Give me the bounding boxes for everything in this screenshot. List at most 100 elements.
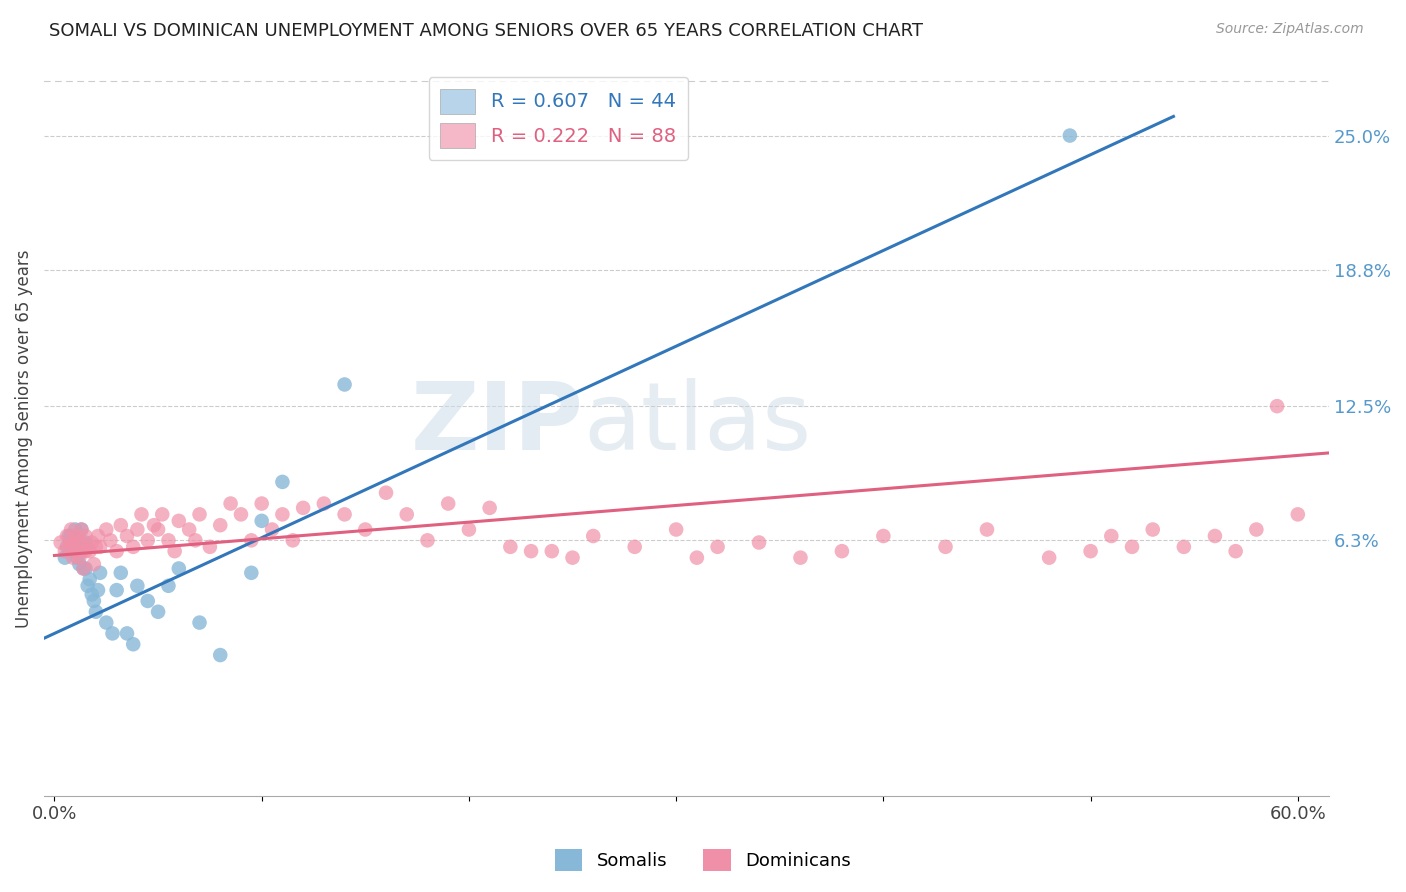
Point [375,485,398,500]
Point [1080,544,1102,558]
Point [136,533,159,548]
Point [67,557,90,571]
Point [976,523,998,537]
Point [540,544,562,558]
Point [122,540,145,554]
Point [184,533,207,548]
Point [312,497,335,511]
Point [63,544,86,558]
Point [520,544,543,558]
Point [163,544,186,558]
Point [561,550,583,565]
Point [79,544,101,558]
Point [146,605,169,619]
Point [167,561,190,575]
Point [665,523,688,537]
Text: SOMALI VS DOMINICAN UNEMPLOYMENT AMONG SENIORS OVER 65 YEARS CORRELATION CHART: SOMALI VS DOMINICAN UNEMPLOYMENT AMONG S… [49,22,924,40]
Point [1204,529,1226,543]
Point [582,529,605,543]
Point [80,535,103,549]
Point [79,572,101,586]
Point [100,533,122,548]
Point [89,540,111,554]
Point [89,566,111,580]
Point [167,514,190,528]
Point [115,529,138,543]
Point [209,648,232,662]
Point [250,514,273,528]
Point [198,540,221,554]
Point [748,535,770,549]
Point [395,508,418,522]
Point [499,540,522,554]
Point [260,523,283,537]
Point [66,550,89,565]
Point [1099,529,1122,543]
Point [1059,128,1081,143]
Point [63,529,86,543]
Text: ZIP: ZIP [411,378,583,470]
Point [250,497,273,511]
Point [1286,508,1309,522]
Point [157,579,180,593]
Point [70,544,93,558]
Point [706,540,728,554]
Point [240,533,263,548]
Text: Source: ZipAtlas.com: Source: ZipAtlas.com [1216,22,1364,37]
Point [60,535,83,549]
Point [49,535,72,549]
Point [75,561,97,575]
Point [63,535,86,549]
Point [62,544,84,558]
Point [70,523,93,537]
Point [72,561,94,575]
Point [789,550,811,565]
Point [271,475,294,489]
Point [1246,523,1268,537]
Point [416,533,439,548]
Point [72,540,94,554]
Point [67,550,90,565]
Point [76,579,98,593]
Point [83,557,105,571]
Legend: Somalis, Dominicans: Somalis, Dominicans [548,842,858,879]
Point [105,544,128,558]
Point [209,518,232,533]
Point [101,626,124,640]
Point [56,540,79,554]
Point [62,535,84,549]
Point [70,523,93,537]
Point [271,508,294,522]
Point [60,529,83,543]
Point [56,529,79,543]
Legend: R = 0.607   N = 44, R = 0.222   N = 88: R = 0.607 N = 44, R = 0.222 N = 88 [429,77,688,160]
Point [60,540,83,554]
Point [127,579,149,593]
Point [83,594,105,608]
Point [58,529,80,543]
Point [292,500,315,515]
Point [70,544,93,558]
Point [131,508,153,522]
Point [333,508,356,522]
Point [110,518,132,533]
Y-axis label: Unemployment Among Seniors over 65 years: Unemployment Among Seniors over 65 years [15,250,32,628]
Point [75,535,97,549]
Point [75,529,97,543]
Point [478,500,501,515]
Point [240,566,263,580]
Point [84,540,107,554]
Point [122,637,145,651]
Point [96,523,118,537]
Point [333,377,356,392]
Point [87,583,110,598]
Point [188,508,211,522]
Point [63,523,86,537]
Point [219,497,242,511]
Point [229,508,252,522]
Point [146,523,169,537]
Point [179,523,201,537]
Point [142,518,165,533]
Point [76,540,98,554]
Point [188,615,211,630]
